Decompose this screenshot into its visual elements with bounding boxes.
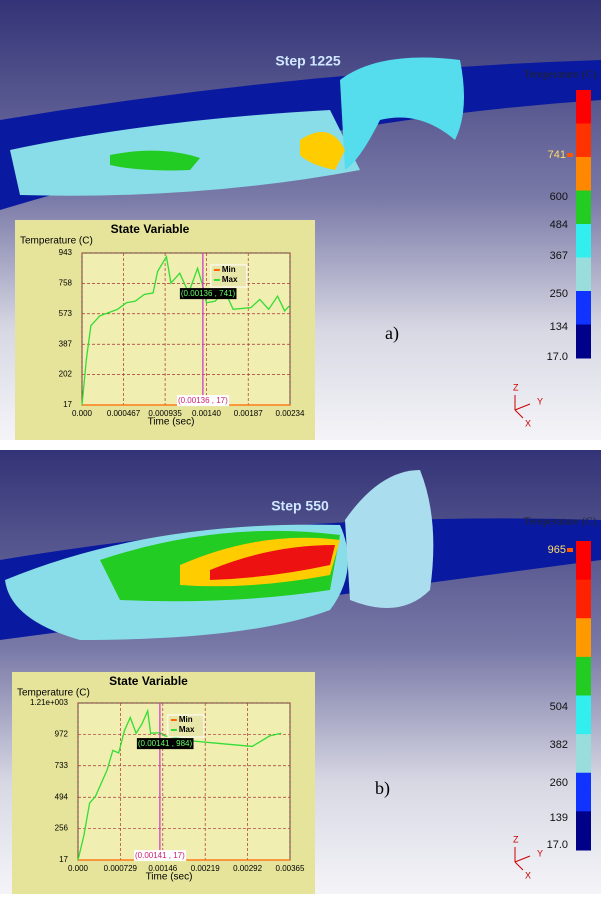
- current-value: 741: [548, 149, 566, 161]
- legend-label: 504: [550, 701, 568, 713]
- legend-label: Max: [179, 725, 195, 734]
- x-axis-label: Time (sec): [146, 872, 193, 883]
- legend-label: Min: [179, 715, 193, 724]
- y-tick-label: 1.21e+003: [30, 698, 69, 707]
- legend-label: 17.0: [547, 839, 568, 851]
- cursor-value: (0.00141 , 17): [135, 851, 185, 860]
- y-tick-label: 733: [55, 761, 69, 770]
- legend-label: 134: [550, 321, 568, 333]
- legend-title: Temperature (C): [524, 516, 597, 528]
- y-tick-label: 573: [59, 309, 73, 318]
- legend-label: Max: [222, 275, 238, 284]
- legend-label: Min: [222, 265, 236, 274]
- colorbar-segment: [576, 580, 591, 619]
- colorbar-segment: [576, 734, 591, 773]
- y-tick-label: 972: [55, 729, 69, 738]
- colorbar-segment: [576, 224, 591, 258]
- legend-title: Temperature (C): [524, 69, 597, 81]
- colorbar-segment: [576, 258, 591, 292]
- x-tick-label: 0.00365: [276, 864, 305, 873]
- x-tick-label: 0.00140: [192, 409, 221, 418]
- x-tick-label: 0.00146: [148, 864, 177, 873]
- y-axis-label: Temperature (C): [17, 688, 90, 699]
- colorbar-segment: [576, 157, 591, 191]
- y-tick-label: 202: [59, 370, 73, 379]
- y-tick-label: 17: [63, 400, 72, 409]
- colorbar-segment: [576, 618, 591, 657]
- x-tick-label: 0.00292: [233, 864, 262, 873]
- y-axis-label: Temperature (C): [20, 236, 93, 247]
- colorbar-segment: [576, 124, 591, 158]
- caption: a): [385, 323, 399, 344]
- y-tick-label: 387: [59, 339, 73, 348]
- page: Step 1225 Temperature (C) 741 600 484 367 250 1…: [0, 0, 601, 894]
- current-marker: [567, 153, 573, 157]
- cursor-value: (0.00136 , 17): [178, 396, 228, 405]
- legend-label: 382: [550, 739, 568, 751]
- x-tick-label: 0.000: [68, 864, 89, 873]
- y-tick-label: 943: [59, 248, 73, 257]
- plot-area: [82, 253, 290, 405]
- y-tick-label: 494: [55, 792, 69, 801]
- colorbar-segment: [576, 696, 591, 735]
- legend-label: 260: [550, 777, 568, 789]
- legend-label: 139: [550, 812, 568, 824]
- cursor-value: (0.00141 , 984): [138, 739, 193, 748]
- colorbar-segment: [576, 291, 591, 325]
- colorbar-segment: [576, 191, 591, 225]
- y-tick-label: 256: [55, 824, 69, 833]
- triad-label: Y: [537, 396, 543, 406]
- caption: b): [375, 778, 390, 799]
- x-tick-label: 0.000467: [107, 409, 141, 418]
- colorbar-segment: [576, 90, 591, 124]
- triad-label: Y: [537, 848, 543, 858]
- x-tick-label: 0.00234: [276, 409, 305, 418]
- legend-label: 17.0: [547, 351, 568, 363]
- x-tick-label: 0.00187: [234, 409, 263, 418]
- step-label: Step 550: [271, 498, 329, 514]
- current-marker: [567, 548, 573, 552]
- x-tick-label: 0.000729: [104, 864, 138, 873]
- legend-label: 484: [550, 219, 568, 231]
- colorbar-segment: [576, 541, 591, 580]
- colorbar-segment: [576, 773, 591, 812]
- chart-title: State Variable: [111, 222, 190, 236]
- colorbar-segment: [576, 657, 591, 696]
- triad-label: Z: [513, 834, 519, 844]
- current-value: 965: [548, 544, 566, 556]
- cursor-value: (0.00136 , 741): [181, 289, 236, 298]
- colorbar-segment: [576, 325, 591, 359]
- y-tick-label: 17: [59, 855, 68, 864]
- legend-label: 600: [550, 191, 568, 203]
- step-label: Step 1225: [275, 53, 341, 69]
- x-axis-label: Time (sec): [148, 417, 195, 428]
- legend-label: 250: [550, 288, 568, 300]
- x-tick-label: 0.000: [72, 409, 93, 418]
- chart-title: State Variable: [109, 674, 188, 688]
- triad-label: Z: [513, 382, 519, 392]
- x-tick-label: 0.00219: [191, 864, 220, 873]
- x-tick-label: 0.000935: [148, 409, 182, 418]
- triad-label: X: [525, 870, 531, 880]
- y-tick-label: 758: [59, 278, 73, 287]
- triad-label: X: [525, 418, 531, 428]
- figure: Step 1225 Temperature (C) 741 600 484 367 250 1…: [0, 0, 601, 894]
- colorbar-segment: [576, 811, 591, 850]
- legend-label: 367: [550, 250, 568, 262]
